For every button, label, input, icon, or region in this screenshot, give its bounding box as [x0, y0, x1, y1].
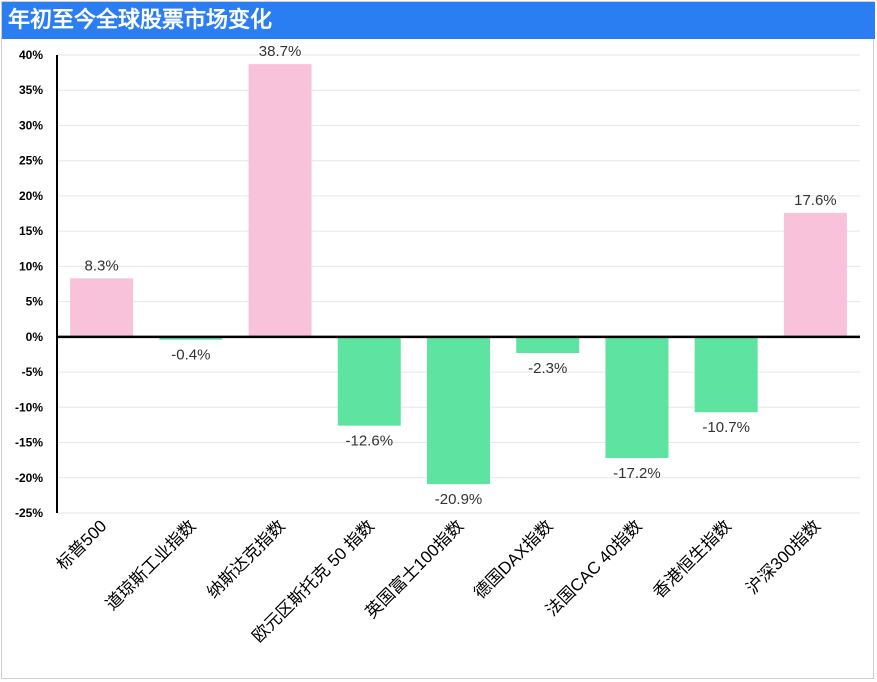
y-tick-label: -20%	[15, 471, 43, 485]
y-tick-label: -15%	[15, 436, 43, 450]
y-tick-label: -5%	[22, 365, 44, 379]
x-tick-label: 英国富士100指数	[362, 516, 468, 622]
chart-title: 年初至今全球股票市场变化	[8, 8, 273, 33]
x-tick-label: 沪深300指数	[743, 516, 825, 598]
x-tick-label: 德国DAX指数	[470, 516, 556, 602]
y-tick-label: 40%	[19, 48, 43, 62]
data-label: -2.3%	[528, 360, 567, 377]
data-label: -10.7%	[702, 419, 750, 436]
bar	[783, 212, 847, 337]
x-tick-label: 纳斯达克指数	[203, 516, 289, 602]
x-tick-label: 标普500	[53, 516, 111, 574]
y-tick-label: 20%	[19, 189, 43, 203]
bar	[70, 278, 134, 337]
bar	[427, 336, 490, 485]
title-bar: 年初至今全球股票市场变化	[2, 2, 875, 39]
bar	[605, 336, 669, 459]
bar	[159, 336, 223, 340]
bar	[248, 64, 312, 337]
bar	[337, 336, 401, 426]
data-label: -20.9%	[435, 491, 483, 508]
y-tick-label: 15%	[19, 224, 43, 238]
x-tick-label: 法国CAC 40指数	[542, 516, 646, 620]
y-tick-label: 25%	[19, 154, 43, 168]
y-tick-label: 10%	[19, 259, 43, 273]
y-tick-label: -10%	[15, 400, 43, 414]
data-label: 8.3%	[85, 257, 119, 274]
y-tick-label: 30%	[19, 118, 43, 132]
data-label: -12.6%	[346, 433, 394, 450]
y-tick-label: -25%	[15, 506, 43, 520]
x-tick-label: 香港恒生指数	[649, 516, 735, 602]
data-label: -17.2%	[613, 465, 661, 482]
bar	[694, 336, 758, 413]
x-tick-label: 道琼斯工业指数	[102, 516, 200, 614]
y-tick-label: 0%	[26, 330, 44, 344]
bar	[516, 336, 580, 354]
data-label: 38.7%	[259, 43, 302, 60]
y-tick-label: 5%	[26, 295, 44, 309]
y-tick-label: 35%	[19, 83, 43, 97]
data-label: -0.4%	[171, 347, 210, 364]
data-label: 17.6%	[794, 192, 837, 209]
